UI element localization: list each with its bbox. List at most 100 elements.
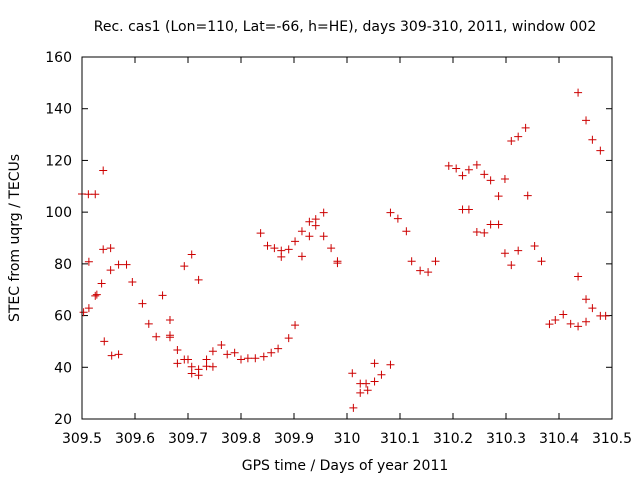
data-point <box>84 190 93 199</box>
data-point <box>243 354 252 363</box>
data-point <box>114 260 123 269</box>
y-axis-ticks: 20 40 60 80 100 120 140 160 <box>45 50 612 428</box>
data-point <box>291 237 300 246</box>
x-tick-label: 309.5 <box>62 431 102 447</box>
y-tick-label: 120 <box>45 153 72 169</box>
x-tick-label: 310.3 <box>486 431 526 447</box>
data-point <box>284 334 293 343</box>
data-point <box>91 190 100 199</box>
data-point <box>507 261 516 270</box>
data-point <box>319 232 328 241</box>
data-point <box>284 245 293 254</box>
data-point <box>270 244 279 253</box>
data-point <box>97 279 106 288</box>
data-point <box>165 333 174 342</box>
plot-border <box>81 56 613 420</box>
data-point <box>416 266 425 275</box>
data-point <box>472 160 481 169</box>
x-axis-label: GPS time / Days of year 2011 <box>242 458 449 474</box>
data-point <box>582 295 591 304</box>
data-point <box>601 311 610 320</box>
data-point <box>79 308 88 317</box>
data-point <box>202 355 211 364</box>
data-point <box>107 351 116 360</box>
data-point <box>259 352 268 361</box>
data-point <box>202 362 211 371</box>
data-point <box>472 228 481 237</box>
data-point <box>393 214 402 223</box>
data-point <box>464 165 473 174</box>
data-point <box>523 191 532 200</box>
x-tick-label: 309.8 <box>221 431 261 447</box>
data-point <box>277 252 286 261</box>
data-point <box>386 360 395 369</box>
data-point <box>184 355 192 364</box>
data-point <box>507 137 516 146</box>
data-point <box>363 386 372 395</box>
data-point <box>91 291 100 300</box>
data-point <box>402 227 411 236</box>
data-point <box>530 242 539 251</box>
y-tick-label: 160 <box>45 50 72 66</box>
data-point <box>582 317 591 326</box>
data-point <box>566 319 575 328</box>
data-point <box>452 164 461 173</box>
data-point <box>173 345 182 354</box>
data-point <box>173 359 182 368</box>
x-tick-label: 310 <box>334 431 361 447</box>
data-point <box>514 246 523 255</box>
data-point <box>138 299 147 308</box>
data-point <box>464 205 473 214</box>
data-point <box>84 304 93 313</box>
data-point <box>187 369 196 378</box>
data-point <box>100 337 109 346</box>
data-point <box>194 275 203 284</box>
data-point <box>251 354 260 363</box>
data-point <box>106 266 115 275</box>
data-point <box>596 146 605 155</box>
y-tick-label: 100 <box>45 205 72 221</box>
data-point <box>327 244 336 253</box>
x-axis-ticks: 309.5 309.6 309.7 309.8 309.9 310 310.1 310.2 31… <box>62 57 632 447</box>
data-point <box>574 272 583 281</box>
data-point <box>237 355 245 364</box>
data-point <box>588 304 597 313</box>
data-point <box>521 123 530 132</box>
data-point <box>370 377 379 386</box>
data-point <box>267 348 276 357</box>
data-point <box>537 257 546 266</box>
data-point <box>128 277 137 286</box>
data-point <box>274 344 283 353</box>
data-point <box>480 228 489 237</box>
data-point <box>500 175 509 184</box>
data-point <box>424 268 433 277</box>
data-point <box>305 217 314 226</box>
data-point <box>458 171 467 180</box>
data-point <box>305 232 314 241</box>
data-point <box>122 260 131 269</box>
y-tick-label: 140 <box>45 102 72 118</box>
y-tick-label: 20 <box>54 412 72 428</box>
data-point <box>494 220 503 229</box>
data-point <box>263 241 272 250</box>
data-point <box>574 88 583 97</box>
x-tick-label: 310.1 <box>380 431 420 447</box>
chart-title: Rec. cas1 (Lon=110, Lat=-66, h=HE), days… <box>94 19 596 35</box>
data-point <box>291 321 300 330</box>
data-point <box>582 116 591 125</box>
y-tick-label: 80 <box>54 257 72 273</box>
data-point <box>208 347 217 356</box>
x-tick-label: 310.2 <box>433 431 473 447</box>
data-point <box>319 208 328 217</box>
data-point <box>187 362 196 371</box>
x-tick-label: 310.4 <box>539 431 579 447</box>
data-point <box>144 319 153 328</box>
data-point <box>223 350 232 359</box>
data-point <box>187 250 196 259</box>
data-point <box>208 362 217 371</box>
x-tick-label: 309.7 <box>168 431 208 447</box>
data-point <box>444 161 453 170</box>
data-point <box>559 310 568 319</box>
